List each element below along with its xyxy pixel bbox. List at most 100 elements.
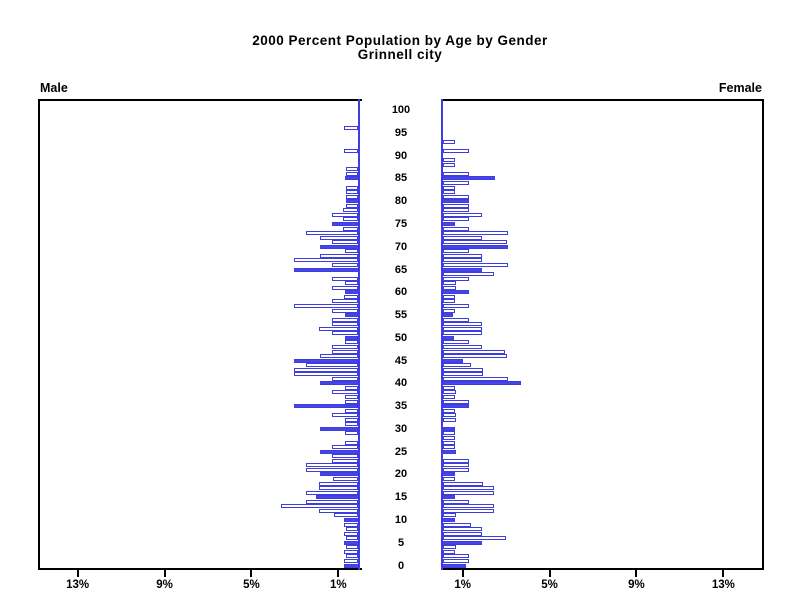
bar-female-age-4: [443, 545, 457, 550]
age-tick-label-60: 60: [394, 286, 408, 299]
bar-male-age-25: [319, 449, 358, 454]
bar-female-age-7: [443, 531, 482, 536]
bar-female-age-6: [443, 536, 506, 541]
bar-male-age-12: [318, 508, 358, 513]
female-tick-label-13%: 13%: [711, 579, 735, 591]
age-tick-label-45: 45: [394, 354, 408, 367]
age-tick-label-0: 0: [397, 559, 405, 572]
bar-male-age-40: [319, 381, 358, 386]
bar-male-age-11: [334, 513, 358, 518]
bar-female-age-41: [443, 376, 509, 381]
bar-male-age-96: [343, 126, 358, 131]
age-tick-label-50: 50: [394, 331, 408, 344]
bar-male-age-66: [331, 263, 358, 267]
bar-female-age-45: [443, 358, 463, 363]
bar-male-age-0: [343, 563, 358, 568]
bar-male-age-15: [315, 495, 358, 500]
bar-female-age-22: [443, 463, 469, 468]
bar-female-age-10: [443, 517, 455, 522]
bar-female-age-73: [443, 231, 509, 236]
bar-male-age-68: [319, 253, 358, 258]
bar-female-age-51: [443, 331, 482, 336]
bar-male-age-45: [293, 358, 358, 363]
bar-female-age-61: [443, 285, 457, 290]
bar-male-age-71: [331, 240, 358, 245]
bar-male-age-85: [344, 176, 358, 181]
age-tick-label-40: 40: [394, 377, 408, 390]
bar-female-age-55: [443, 313, 454, 318]
bar-female-age-1: [443, 558, 469, 563]
bar-female-age-84: [443, 181, 469, 186]
bar-male-age-86: [346, 171, 358, 176]
bar-male-age-77: [331, 212, 358, 217]
bar-male-age-56: [331, 308, 358, 313]
bar-male-age-6: [346, 536, 358, 541]
age-tick-label-70: 70: [394, 240, 408, 253]
male-tick-label-5%: 5%: [243, 579, 260, 591]
age-tick-label-75: 75: [394, 218, 408, 231]
bar-female-age-23: [443, 458, 469, 463]
bar-male-age-81: [346, 194, 358, 199]
bar-female-age-91: [443, 149, 469, 154]
title-block: 2000 Percent Population by Age by Gender…: [0, 34, 800, 62]
bar-male-age-9: [343, 522, 358, 527]
bar-female-age-3: [443, 549, 455, 554]
bar-male-age-37: [344, 395, 358, 400]
bar-female-age-88: [443, 162, 455, 167]
bar-male-age-67: [293, 258, 358, 263]
bar-female-age-15: [443, 495, 455, 500]
bar-female-age-89: [443, 158, 455, 163]
bar-female-age-52: [443, 326, 482, 331]
bar-male-age-74: [342, 226, 358, 231]
bar-female-age-62: [443, 281, 457, 286]
bar-male-age-51: [331, 331, 358, 336]
bar-female-age-37: [443, 395, 455, 400]
bar-female-age-81: [443, 194, 469, 199]
bar-male-age-61: [331, 285, 358, 290]
age-tick-label-90: 90: [394, 149, 408, 162]
bar-female-age-86: [443, 171, 469, 176]
bar-female-age-54: [443, 317, 469, 322]
bar-male-age-26: [331, 445, 358, 450]
bar-female-age-28: [443, 436, 455, 441]
age-tick-label-55: 55: [394, 309, 408, 322]
bar-female-age-66: [443, 263, 509, 267]
bar-female-age-0: [443, 563, 466, 568]
bar-female-age-35: [443, 404, 469, 409]
age-tick-label-100: 100: [391, 104, 411, 117]
bar-male-age-21: [305, 467, 358, 472]
bar-female-age-19: [443, 476, 455, 481]
bar-female-age-11: [443, 513, 457, 518]
bar-male-age-44: [305, 363, 358, 368]
bar-male-age-30: [319, 426, 358, 431]
bar-female-age-13: [443, 504, 494, 509]
bar-male-age-46: [319, 354, 358, 359]
bar-female-age-43: [443, 367, 483, 372]
bar-female-age-32: [443, 417, 457, 422]
bar-female-age-36: [443, 399, 469, 404]
bar-male-age-57: [293, 303, 358, 308]
bar-female-age-33: [443, 413, 457, 418]
bar-male-age-53: [331, 322, 358, 327]
bar-female-age-85: [443, 176, 496, 181]
bar-male-age-42: [293, 372, 358, 377]
bar-male-age-52: [318, 326, 358, 331]
bar-female-age-71: [443, 240, 508, 245]
bar-female-age-17: [443, 486, 494, 491]
age-tick-label-85: 85: [394, 172, 408, 185]
bar-female-age-12: [443, 508, 494, 513]
bar-female-age-21: [443, 467, 469, 472]
bar-female-age-82: [443, 190, 455, 195]
bar-male-age-65: [293, 267, 358, 272]
male-tick-9%: [163, 570, 166, 577]
bar-male-age-73: [305, 231, 358, 236]
chart-title: 2000 Percent Population by Age by Gender: [252, 33, 548, 48]
bar-female-age-47: [443, 349, 506, 354]
bar-female-age-8: [443, 527, 482, 532]
bar-male-age-91: [343, 149, 358, 154]
bar-male-age-60: [344, 290, 358, 295]
bar-male-age-1: [343, 558, 358, 563]
bar-female-age-75: [443, 222, 455, 227]
bar-male-age-10: [343, 517, 358, 522]
bar-male-age-58: [331, 299, 358, 304]
